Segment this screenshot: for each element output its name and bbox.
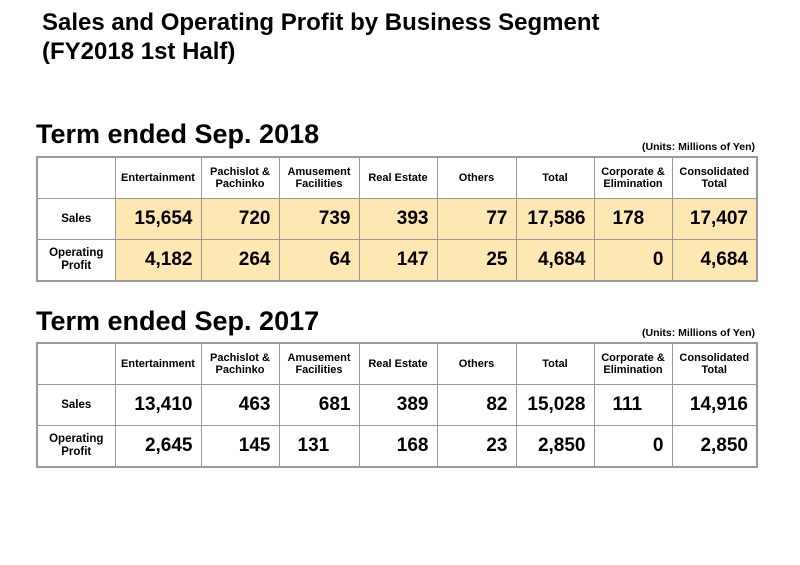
sales-real-estate: 393 — [358, 198, 438, 240]
segment-table-2018: Entertainment Pachislot & Pachinko Amusem… — [36, 156, 758, 282]
sales-label: Sales — [36, 198, 116, 240]
sales-entertainment: 13,410 — [114, 384, 202, 426]
header-pachislot-pachinko: Pachislot & Pachinko — [200, 156, 280, 199]
header-corporate-elimination: Corporate & Elimination — [593, 156, 673, 199]
sales-others: 77 — [436, 198, 517, 240]
op-corporate-elimination: 0 — [593, 425, 673, 468]
term-2017-heading: Term ended Sep. 2017 — [36, 306, 320, 336]
header-amusement-facilities: Amusement Facilities — [278, 156, 360, 199]
operating-profit-label: Operating Profit — [36, 239, 116, 282]
op-entertainment: 4,182 — [114, 239, 202, 282]
header-total: Total — [515, 156, 595, 199]
sales-pachislot-pachinko: 463 — [200, 384, 280, 426]
sales-label: Sales — [36, 384, 116, 426]
units-note-2018: (Units: Millions of Yen) — [642, 141, 755, 153]
header-corner — [36, 156, 116, 199]
header-entertainment: Entertainment — [114, 156, 202, 199]
op-entertainment: 2,645 — [114, 425, 202, 468]
header-pachislot-pachinko: Pachislot & Pachinko — [200, 342, 280, 385]
operating-profit-label: Operating Profit — [36, 425, 116, 468]
sales-total: 17,586 — [515, 198, 595, 240]
op-corporate-elimination: 0 — [593, 239, 673, 282]
header-amusement-facilities: Amusement Facilities — [278, 342, 360, 385]
op-real-estate: 168 — [358, 425, 438, 468]
op-pachislot-pachinko: 264 — [200, 239, 280, 282]
sales-consolidated-total: 17,407 — [671, 198, 758, 240]
sales-amusement-facilities: 681 — [278, 384, 360, 426]
op-amusement-facilities: 131 — [278, 425, 360, 468]
title-line-2: (FY2018 1st Half) — [42, 38, 236, 65]
op-others: 25 — [436, 239, 517, 282]
segment-table-2017: Entertainment Pachislot & Pachinko Amusem… — [36, 342, 758, 468]
header-row: Entertainment Pachislot & Pachinko Amusem… — [36, 342, 758, 385]
header-others: Others — [436, 156, 517, 199]
op-consolidated-total: 4,684 — [671, 239, 758, 282]
op-real-estate: 147 — [358, 239, 438, 282]
sales-total: 15,028 — [515, 384, 595, 426]
sales-consolidated-total: 14,916 — [671, 384, 758, 426]
header-corner — [36, 342, 116, 385]
sales-corporate-elimination: 178 — [593, 198, 673, 240]
sales-others: 82 — [436, 384, 517, 426]
header-others: Others — [436, 342, 517, 385]
page-title: Sales and Operating Profit by Business S… — [42, 8, 782, 66]
op-consolidated-total: 2,850 — [671, 425, 758, 468]
operating-profit-row: Operating Profit 4,182 264 64 147 25 4,68… — [36, 239, 758, 282]
header-total: Total — [515, 342, 595, 385]
header-corporate-elimination: Corporate & Elimination — [593, 342, 673, 385]
header-consolidated-total: Consolidated Total — [671, 342, 758, 385]
sales-entertainment: 15,654 — [114, 198, 202, 240]
sales-row: Sales 13,410 463 681 389 82 15,028 111 1… — [36, 384, 758, 426]
sales-amusement-facilities: 739 — [278, 198, 360, 240]
operating-profit-row: Operating Profit 2,645 145 131 168 23 2,8… — [36, 425, 758, 468]
title-line-1: Sales and Operating Profit by Business S… — [42, 9, 600, 36]
units-note-2017: (Units: Millions of Yen) — [642, 327, 755, 339]
header-entertainment: Entertainment — [114, 342, 202, 385]
header-real-estate: Real Estate — [358, 156, 438, 199]
header-row: Entertainment Pachislot & Pachinko Amusem… — [36, 156, 758, 199]
header-real-estate: Real Estate — [358, 342, 438, 385]
header-consolidated-total: Consolidated Total — [671, 156, 758, 199]
term-2018-heading: Term ended Sep. 2018 — [36, 119, 320, 149]
sales-real-estate: 389 — [358, 384, 438, 426]
sales-corporate-elimination: 111 — [593, 384, 673, 426]
op-pachislot-pachinko: 145 — [200, 425, 280, 468]
op-total: 4,684 — [515, 239, 595, 282]
sales-pachislot-pachinko: 720 — [200, 198, 280, 240]
op-others: 23 — [436, 425, 517, 468]
op-total: 2,850 — [515, 425, 595, 468]
sales-row: Sales 15,654 720 739 393 77 17,586 178 1… — [36, 198, 758, 240]
op-amusement-facilities: 64 — [278, 239, 360, 282]
